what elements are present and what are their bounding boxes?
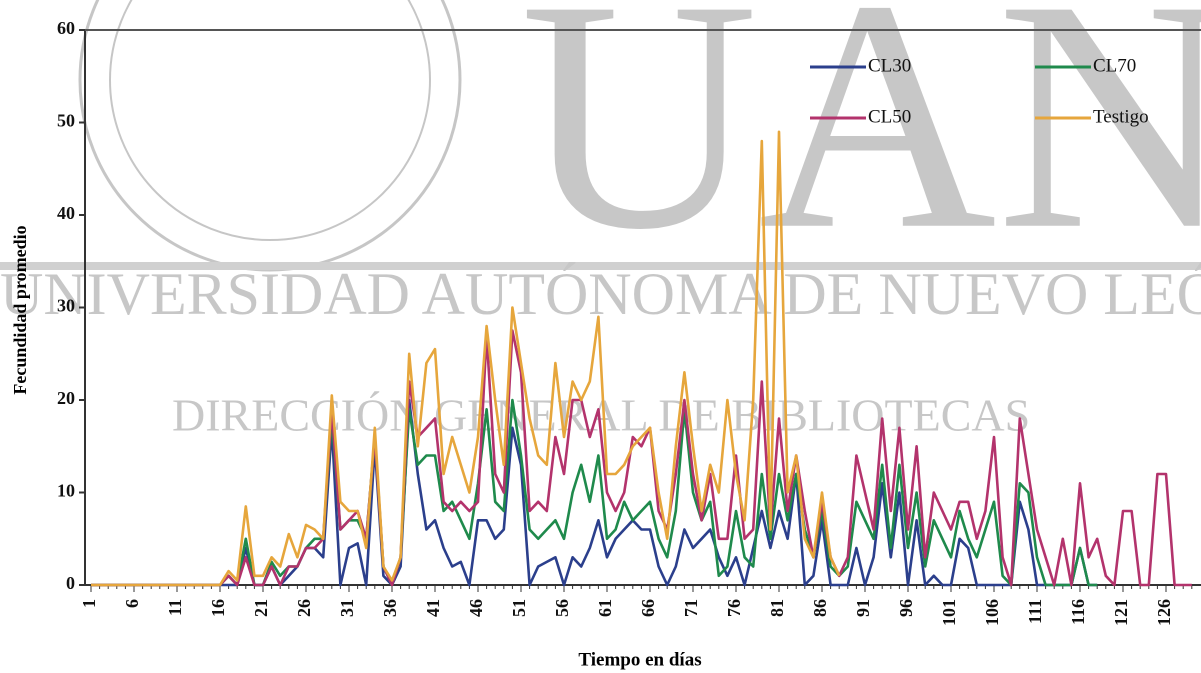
x-tick-label: 16 <box>208 599 228 617</box>
x-tick-label: 31 <box>337 599 357 617</box>
legend-label: CL50 <box>868 106 911 127</box>
band <box>0 262 1201 270</box>
x-tick-label: 6 <box>122 599 142 608</box>
y-tick-label: 10 <box>57 481 75 501</box>
x-tick-label: 66 <box>638 599 658 617</box>
x-tick-label: 106 <box>982 599 1002 626</box>
legend-label: CL30 <box>868 55 911 76</box>
series-line <box>91 329 1192 587</box>
x-tick-label: 111 <box>1025 599 1045 624</box>
x-tick-label: 121 <box>1111 599 1131 626</box>
x-tick-label: 36 <box>380 599 400 617</box>
x-tick-label: 91 <box>853 599 873 617</box>
x-tick-label: 101 <box>939 599 959 626</box>
y-tick-label: 40 <box>57 203 75 223</box>
x-axis-label: Tiempo en días <box>578 649 701 670</box>
legend-label: Testigo <box>1093 106 1149 127</box>
y-axis-label: Fecundidad promedio <box>10 225 30 394</box>
x-tick-label: 1 <box>79 599 99 608</box>
x-tick-label: 86 <box>810 599 830 617</box>
y-tick-label: 60 <box>57 18 75 38</box>
y-tick-label: 50 <box>57 111 75 131</box>
x-tick-label: 61 <box>595 599 615 617</box>
watermark-line: UNIVERSIDAD AUTÓNOMA DE NUEVO LEÓ <box>0 261 1201 327</box>
seal <box>78 0 462 272</box>
x-tick-label: 21 <box>251 599 271 617</box>
x-tick-label: 116 <box>1068 599 1088 625</box>
x-tick-label: 46 <box>466 599 486 617</box>
x-tick-label: 11 <box>165 599 185 616</box>
series-line <box>91 130 841 587</box>
legend-label: CL70 <box>1093 55 1136 76</box>
seal <box>109 0 431 241</box>
x-tick-label: 51 <box>509 599 529 617</box>
x-tick-label: 126 <box>1154 599 1174 626</box>
x-tick-label: 81 <box>767 599 787 617</box>
y-tick-label: 0 <box>66 573 75 593</box>
x-tick-label: 96 <box>896 599 916 617</box>
x-tick-label: 41 <box>423 599 443 617</box>
y-tick-label: 20 <box>57 388 75 408</box>
y-tick-label: 30 <box>57 296 75 316</box>
x-tick-label: 56 <box>552 599 572 617</box>
x-tick-label: 26 <box>294 599 314 617</box>
watermark-logo: UANL <box>520 0 1201 298</box>
x-tick-label: 76 <box>724 599 744 617</box>
x-tick-label: 71 <box>681 599 701 617</box>
